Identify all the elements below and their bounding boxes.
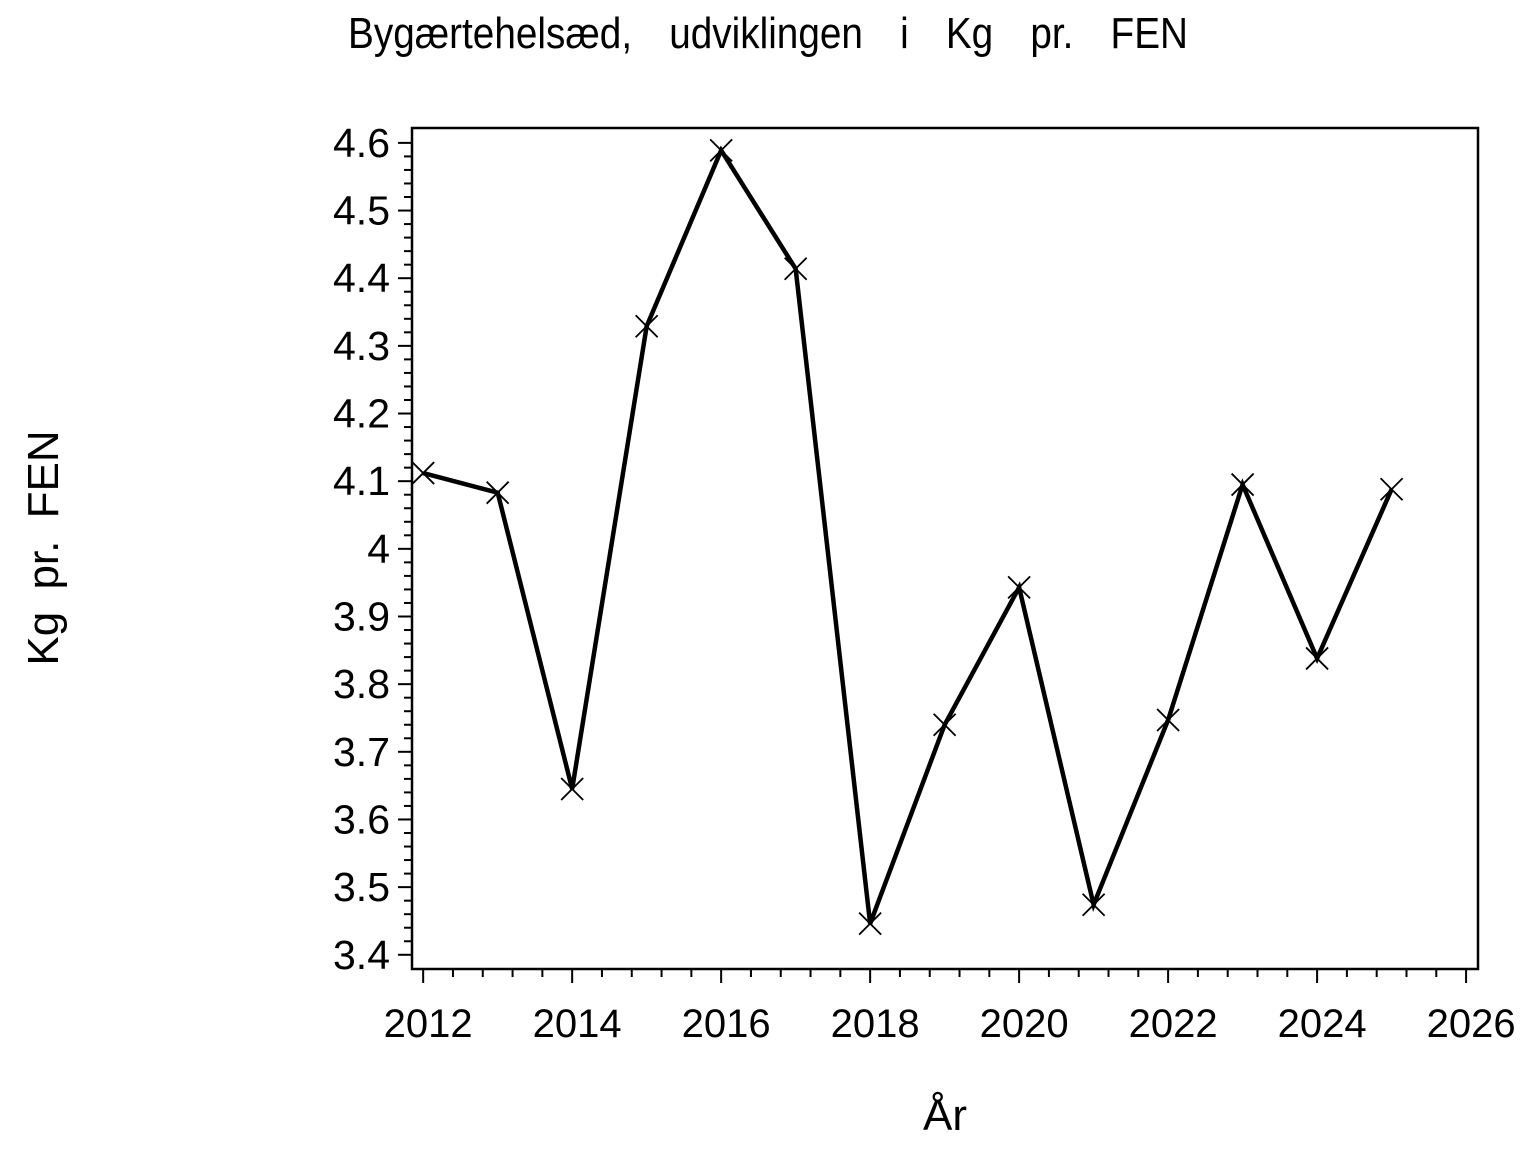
point-marker	[858, 912, 882, 936]
y-tick-label: 4.4	[333, 255, 390, 301]
y-tick-label: 3.5	[333, 864, 390, 910]
point-marker	[932, 713, 957, 737]
x-major-ticks	[422, 969, 1468, 983]
y-tick-label: 3.9	[333, 593, 390, 639]
y-axis-title: Kg pr. FEN	[19, 430, 68, 665]
y-tick-label: 4.5	[333, 188, 390, 234]
x-tick-label: 2018	[831, 1002, 920, 1046]
x-axis-title: År	[923, 1091, 967, 1140]
y-tick-label: 4.2	[333, 391, 390, 437]
y-tick-label: 4.3	[333, 323, 390, 369]
plot-frame	[410, 126, 1480, 971]
y-tick-label: 3.7	[333, 729, 390, 775]
y-tick-labels: 3.4 3.5 3.6 3.7 3.8 3.9 4 4.1 4.2 4.3 4.4 4.5 4.6	[333, 120, 390, 978]
point-marker	[709, 138, 733, 162]
y-major-ticks	[398, 141, 412, 956]
x-tick-label: 2026	[1427, 1002, 1516, 1046]
point-marker	[1305, 646, 1329, 671]
y-tick-label: 4.1	[333, 458, 390, 504]
x-tick-label: 2016	[682, 1002, 771, 1046]
chart-title: Bygærtehelsæd, udviklingen i Kg pr. FEN	[348, 8, 1188, 58]
point-marker	[1156, 708, 1180, 732]
point-marker	[635, 314, 659, 338]
x-minor-ticks	[451, 969, 1438, 977]
point-marker	[1081, 893, 1106, 917]
point-marker	[486, 481, 510, 505]
x-tick-label: 2014	[533, 1002, 622, 1046]
x-tick-label: 2020	[980, 1002, 1069, 1046]
y-tick-label: 4.6	[333, 120, 390, 166]
point-marker	[1007, 575, 1031, 600]
y-tick-label: 3.6	[333, 796, 390, 842]
y-tick-label: 3.4	[333, 932, 390, 978]
point-marker	[411, 461, 435, 485]
x-tick-label: 2012	[384, 1002, 473, 1046]
point-marker	[1230, 472, 1255, 497]
x-tick-labels: 2012 2014 2016 2018 2020 2022 2024 2026	[384, 1002, 1516, 1046]
point-marker	[1379, 477, 1404, 501]
point-marker	[784, 257, 808, 281]
x-tick-label: 2024	[1278, 1002, 1367, 1046]
x-tick-label: 2022	[1129, 1002, 1218, 1046]
y-tick-label: 4	[367, 526, 390, 572]
y-minor-ticks	[404, 155, 412, 943]
data-series-line	[422, 145, 1394, 925]
point-marker	[560, 777, 584, 801]
data-point-markers	[411, 138, 1404, 936]
y-tick-label: 3.8	[333, 661, 390, 707]
series-line	[422, 145, 1394, 925]
